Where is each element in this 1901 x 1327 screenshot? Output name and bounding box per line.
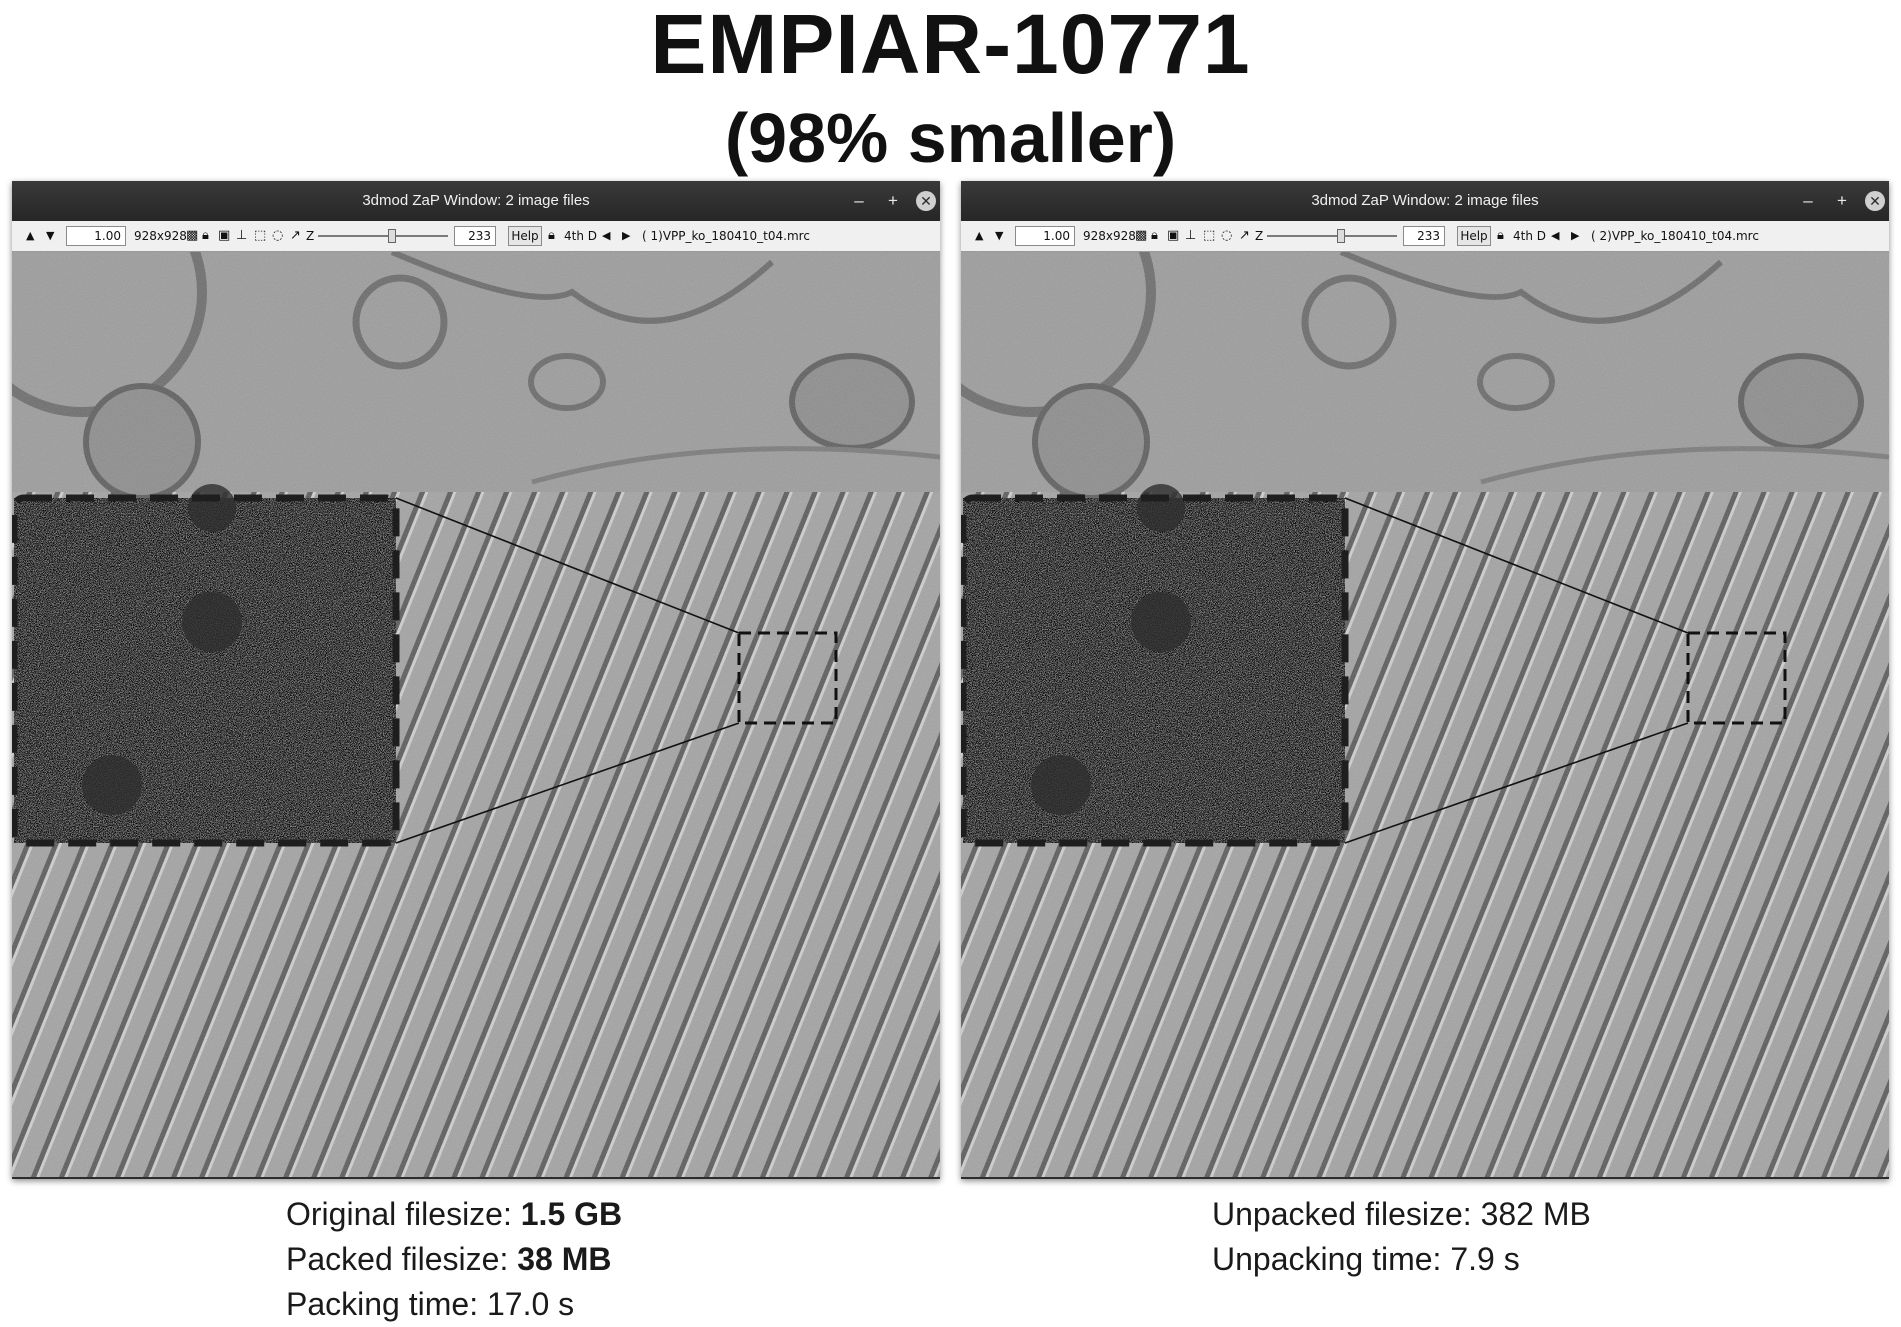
original-filesize-value: 1.5 GB [520, 1196, 623, 1232]
zoom-up-arrow-icon[interactable]: ▲ [26, 229, 35, 242]
zap-toolbar: ▲ ▼ 1.00 928x928 ▩ 🔒︎ ▣ ⊥ ⬚ ◌ ↗ Z 233 He… [12, 221, 940, 252]
zoom-up-arrow-icon[interactable]: ▲ [975, 229, 984, 242]
lock-icon[interactable]: 🔒︎ [1151, 228, 1158, 243]
zap-window-unpacked: 3dmod ZaP Window: 2 image files – + ✕ ▲ … [961, 181, 1889, 1179]
inset-zoom [961, 484, 1349, 847]
zoom-connector-top [1344, 497, 1689, 634]
unpacked-filesize: Unpacked filesize: 382 MB [1212, 1196, 1591, 1232]
insert-icon[interactable]: ⊥ [236, 228, 248, 243]
z-slider-track[interactable] [1267, 235, 1397, 237]
lock-icon[interactable]: 🔒︎ [202, 228, 209, 243]
window-titlebar[interactable]: 3dmod ZaP Window: 2 image files – + ✕ [12, 181, 940, 221]
window-titlebar[interactable]: 3dmod ZaP Window: 2 image files – + ✕ [961, 181, 1889, 221]
prev-time-icon[interactable]: ◀ [1551, 229, 1560, 242]
zoom-field[interactable]: 1.00 [66, 226, 126, 246]
z-slider-track[interactable] [318, 235, 448, 237]
help-button[interactable]: Help [1457, 226, 1491, 246]
tomogram-view[interactable] [12, 252, 940, 1177]
window-title: 3dmod ZaP Window: 2 image files [1311, 192, 1539, 209]
original-filesize-line: Original filesize: 1.5 GB [286, 1192, 622, 1237]
packed-filesize-line: Packed filesize: 38 MB [286, 1237, 622, 1282]
zoom-source-box [737, 631, 838, 725]
close-button[interactable]: ✕ [916, 191, 936, 211]
zoom-field[interactable]: 1.00 [1015, 226, 1075, 246]
z-value-field[interactable]: 233 [454, 226, 496, 246]
image-size-label: 928x928 [134, 229, 187, 243]
zoom-connector-top [395, 497, 740, 634]
z-label: Z [1255, 229, 1264, 243]
packing-time: Packing time: 17.0 s [286, 1286, 575, 1322]
image-size-label: 928x928 [1083, 229, 1136, 243]
unpacking-time: Unpacking time: 7.9 s [1212, 1241, 1520, 1277]
help-button[interactable]: Help [508, 226, 542, 246]
zoom-down-arrow-icon[interactable]: ▼ [46, 229, 55, 242]
lock-time-icon[interactable]: 🔒︎ [1497, 228, 1504, 243]
z-label: Z [306, 229, 315, 243]
maximize-button[interactable]: + [888, 191, 898, 210]
arrow-tool-icon[interactable]: ↗ [1239, 228, 1250, 243]
zoom-connector-bottom [395, 722, 740, 844]
next-time-icon[interactable]: ▶ [1571, 229, 1580, 242]
arrow-tool-icon[interactable]: ↗ [290, 228, 301, 243]
z-value-field[interactable]: 233 [1403, 226, 1445, 246]
rubberband-icon[interactable]: ⬚ [254, 228, 267, 243]
packed-filesize-label: Packed filesize: [286, 1241, 518, 1277]
zap-toolbar: ▲ ▼ 1.00 928x928 ▩ 🔒︎ ▣ ⊥ ⬚ ◌ ↗ Z 233 He… [961, 221, 1889, 252]
tomogram-view[interactable] [961, 252, 1889, 1177]
zoom-source-box [1686, 631, 1787, 725]
checkerboard-icon[interactable]: ▩ [1135, 228, 1148, 243]
file-label: ( 2)VPP_ko_180410_t04.mrc [1591, 229, 1759, 243]
original-filesize-label: Original filesize: [286, 1196, 521, 1232]
zoom-connector-bottom [1344, 722, 1689, 844]
z-slider-thumb[interactable] [1337, 229, 1345, 243]
zoom-down-arrow-icon[interactable]: ▼ [995, 229, 1004, 242]
window-title: 3dmod ZaP Window: 2 image files [362, 192, 590, 209]
unpacking-stats: Unpacked filesize: 382 MB Unpacking time… [1212, 1192, 1591, 1282]
tomogram-image [961, 252, 1889, 1177]
z-slider-thumb[interactable] [388, 229, 396, 243]
close-button[interactable]: ✕ [1865, 191, 1885, 211]
packed-filesize-value: 38 MB [517, 1241, 612, 1277]
lock-time-icon[interactable]: 🔒︎ [548, 228, 555, 243]
file-label: ( 1)VPP_ko_180410_t04.mrc [642, 229, 810, 243]
next-time-icon[interactable]: ▶ [622, 229, 631, 242]
lasso-icon[interactable]: ◌ [272, 228, 284, 243]
tomogram-image [12, 252, 940, 1177]
checkerboard-icon[interactable]: ▩ [186, 228, 199, 243]
center-icon[interactable]: ▣ [218, 228, 231, 243]
insert-icon[interactable]: ⊥ [1185, 228, 1197, 243]
minimize-button[interactable]: – [1803, 191, 1813, 210]
zap-window-original: 3dmod ZaP Window: 2 image files – + ✕ ▲ … [12, 181, 940, 1179]
minimize-button[interactable]: – [854, 191, 864, 210]
packing-stats: Original filesize: 1.5 GB Packed filesiz… [286, 1192, 622, 1327]
prev-time-icon[interactable]: ◀ [602, 229, 611, 242]
center-icon[interactable]: ▣ [1167, 228, 1180, 243]
maximize-button[interactable]: + [1837, 191, 1847, 210]
rubberband-icon[interactable]: ⬚ [1203, 228, 1216, 243]
lasso-icon[interactable]: ◌ [1221, 228, 1233, 243]
inset-zoom [12, 484, 400, 847]
fourth-d-label: 4th D [1513, 229, 1546, 243]
fourth-d-label: 4th D [564, 229, 597, 243]
figure-title: EMPIAR-10771 [650, 0, 1251, 91]
figure-subtitle: (98% smaller) [724, 99, 1177, 177]
